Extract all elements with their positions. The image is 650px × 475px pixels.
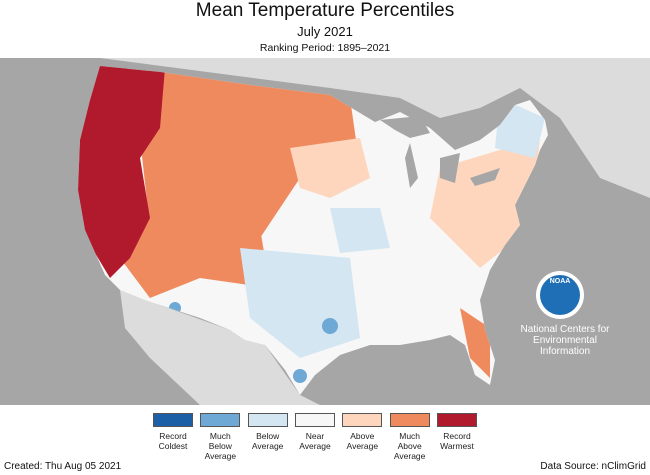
logo-caption: Information <box>540 346 590 357</box>
legend-label: Record Coldest <box>158 431 188 451</box>
legend-label: Much Above Average <box>393 431 426 461</box>
logo-text: NOAA <box>550 278 571 285</box>
legend-swatch <box>294 413 335 427</box>
legend-swatch <box>342 413 383 427</box>
period: Ranking Period: 1895–2021 <box>259 42 391 54</box>
legend-item: Near Average <box>292 413 338 461</box>
legend-label: Below Average <box>251 431 284 451</box>
legend-item: Above Average <box>339 413 385 461</box>
canada <box>0 58 650 198</box>
legend-label: Above Average <box>346 431 379 451</box>
legend-swatch <box>436 413 477 427</box>
logo-caption: Environmental <box>533 335 597 346</box>
legend-label: Much Below Average <box>204 431 237 461</box>
legend-swatch <box>200 413 241 427</box>
legend-item: Record Coldest <box>150 413 196 461</box>
created: Created: Thu Aug 05 2021 <box>4 461 122 472</box>
logo-caption: National Centers for <box>521 324 611 335</box>
legend-item: Much Above Average <box>387 413 433 461</box>
great-lakes <box>380 116 500 188</box>
legend: Record Coldest Much Below Average Below Av… <box>150 413 480 461</box>
legend-item: Below Average <box>245 413 291 461</box>
title: Mean Temperature Percentiles <box>195 0 455 21</box>
map: NOAA National Centers for Environmental … <box>0 58 650 405</box>
legend-swatch <box>247 413 288 427</box>
logo-inner <box>540 275 580 315</box>
mexico <box>120 290 320 405</box>
legend-item: Much Below Average <box>197 413 243 461</box>
legend-swatch <box>389 413 430 427</box>
source: Data Source: nClimGrid <box>540 461 646 472</box>
legend-swatch <box>153 413 193 427</box>
subtitle: July 2021 <box>297 24 353 39</box>
legend-item: Record Warmest <box>434 413 480 461</box>
legend-label: Record Warmest <box>440 431 474 451</box>
legend-label: Near Average <box>299 431 331 451</box>
